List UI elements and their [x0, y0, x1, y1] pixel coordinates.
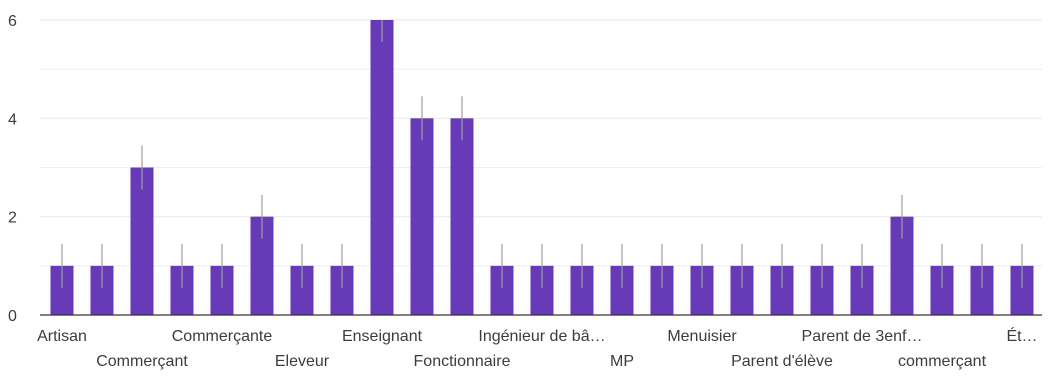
bar	[610, 265, 634, 315]
y-tick-label: 2	[8, 210, 17, 227]
bar	[130, 167, 154, 315]
bar	[410, 118, 434, 315]
x-tick-label: Fonctionnaire	[414, 353, 511, 370]
bar	[650, 265, 674, 315]
x-tick-label: Eleveur	[275, 353, 330, 370]
y-axis-tick-labels: 0 2 4 6	[8, 13, 17, 325]
y-tick-label: 0	[8, 308, 17, 325]
x-tick-label: Parent de 3enf…	[802, 328, 923, 345]
x-tick-label: Menuisier	[667, 328, 737, 345]
bar	[730, 265, 754, 315]
y-tick-label: 4	[8, 111, 17, 128]
bar	[810, 265, 834, 315]
bar	[490, 265, 514, 315]
x-tick-label: commerçant	[898, 353, 987, 370]
x-tick-label: MP	[610, 353, 634, 370]
bar	[850, 265, 874, 315]
bar	[970, 265, 994, 315]
bar	[330, 265, 354, 315]
x-tick-label: Ét…	[1006, 326, 1037, 345]
x-tick-label: Commerçante	[172, 328, 273, 345]
bar	[210, 265, 234, 315]
bar	[530, 265, 554, 315]
y-tick-label: 6	[8, 13, 17, 30]
bar	[90, 265, 114, 315]
bar	[570, 265, 594, 315]
x-tick-label: Enseignant	[342, 328, 423, 345]
gridlines	[40, 19, 1042, 267]
bar	[250, 216, 274, 315]
bar	[1010, 265, 1034, 315]
bar	[930, 265, 954, 315]
bar	[370, 20, 394, 315]
bars	[50, 20, 1034, 315]
bar	[770, 265, 794, 315]
x-tick-label: Artisan	[37, 328, 87, 345]
x-tick-label: Parent d'élève	[731, 353, 833, 370]
bar	[690, 265, 714, 315]
bar	[450, 118, 474, 315]
bar	[290, 265, 314, 315]
error-bars	[61, 20, 1023, 288]
bar	[50, 265, 74, 315]
bar	[170, 265, 194, 315]
bar	[890, 216, 914, 315]
x-tick-label: Ingénieur de bâ…	[478, 328, 605, 345]
x-tick-label: Commerçant	[96, 353, 188, 370]
